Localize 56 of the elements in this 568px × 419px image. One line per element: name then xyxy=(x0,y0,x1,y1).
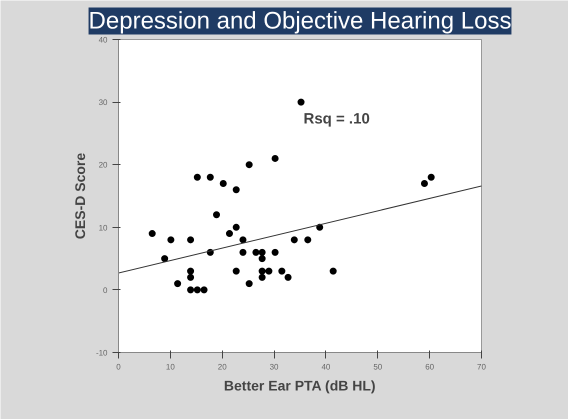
y-tick-label: 0 xyxy=(103,286,108,295)
point xyxy=(246,161,253,168)
point xyxy=(232,186,240,194)
x-tick-label: 30 xyxy=(270,362,280,372)
point xyxy=(174,280,182,288)
point xyxy=(187,268,194,275)
point xyxy=(200,286,208,294)
x-tick-label: 50 xyxy=(373,362,383,372)
x-tick-label: 10 xyxy=(166,362,176,372)
point xyxy=(148,230,156,238)
point xyxy=(194,174,201,181)
point xyxy=(239,248,246,256)
point xyxy=(187,274,194,281)
y-tick-label: 20 xyxy=(98,160,108,170)
x-axis-title: Better Ear PTA (dB HL) xyxy=(224,378,376,394)
point xyxy=(220,180,227,187)
y-tick-label: -10 xyxy=(96,348,108,358)
point xyxy=(252,248,260,256)
point xyxy=(187,236,194,244)
x-tick-label: 70 xyxy=(477,362,486,372)
point xyxy=(232,268,240,275)
point xyxy=(278,268,286,275)
point xyxy=(161,255,168,262)
point xyxy=(420,180,428,187)
point xyxy=(194,286,201,294)
y-tick-label: 30 xyxy=(98,98,108,108)
point xyxy=(272,248,279,256)
annotation: Rsq = .10 xyxy=(304,110,370,128)
point xyxy=(239,236,246,244)
point xyxy=(284,274,292,281)
point xyxy=(298,98,305,106)
point xyxy=(330,268,337,275)
y-axis-title: CES-D Score xyxy=(72,152,88,240)
point xyxy=(265,268,272,275)
point xyxy=(258,268,266,275)
point xyxy=(187,286,194,294)
point xyxy=(167,236,174,244)
point xyxy=(226,230,233,238)
point xyxy=(428,174,435,181)
x-tick-label: 40 xyxy=(321,362,331,372)
x-tick-label: 60 xyxy=(425,362,435,372)
point xyxy=(258,248,266,256)
x-tick-label: 20 xyxy=(218,362,228,372)
point xyxy=(246,280,253,288)
point xyxy=(272,154,279,162)
point xyxy=(206,174,214,181)
point xyxy=(258,255,266,262)
x-tick-label: 0 xyxy=(116,362,122,372)
point xyxy=(290,236,298,244)
y-tick-label: 40 xyxy=(98,36,108,44)
point xyxy=(232,224,240,231)
point xyxy=(304,236,312,244)
point xyxy=(258,274,266,281)
point xyxy=(213,211,220,218)
y-tick-label: 10 xyxy=(98,223,108,232)
chart-title: Depression and Objective Hearing Loss xyxy=(88,8,512,34)
